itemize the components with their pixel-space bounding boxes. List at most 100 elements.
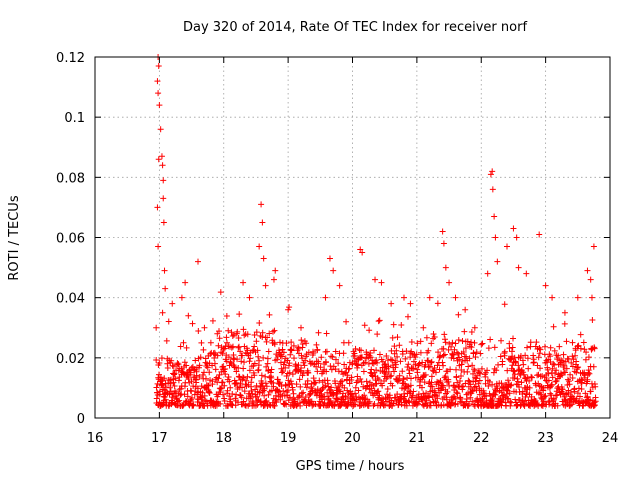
data-point [217, 400, 224, 407]
data-point [461, 328, 468, 335]
data-point [471, 324, 478, 331]
data-point [404, 374, 411, 381]
data-point [271, 327, 278, 334]
data-point [592, 398, 599, 405]
data-point [346, 365, 353, 372]
data-point [270, 339, 277, 346]
data-point [440, 240, 447, 247]
data-point [375, 318, 382, 325]
data-point [589, 317, 596, 324]
data-point [434, 395, 441, 402]
data-point [251, 360, 258, 367]
data-point [418, 384, 425, 391]
data-point [248, 387, 255, 394]
data-point [442, 264, 449, 271]
data-point [428, 379, 435, 386]
data-point [509, 344, 516, 351]
data-point [371, 400, 378, 407]
data-point [510, 225, 517, 232]
data-point [154, 78, 161, 85]
data-point [192, 388, 199, 395]
data-point [184, 393, 191, 400]
data-point [498, 389, 505, 396]
data-point [158, 376, 165, 383]
data-point [263, 383, 270, 390]
data-point [530, 352, 537, 359]
data-point [457, 378, 464, 385]
data-point [247, 355, 254, 362]
data-point [352, 390, 359, 397]
data-point [177, 385, 184, 392]
data-point [568, 359, 575, 366]
data-point [190, 383, 197, 390]
data-point [366, 352, 373, 359]
data-point [244, 331, 251, 338]
data-point [393, 347, 400, 354]
data-point [329, 353, 336, 360]
data-point [278, 369, 285, 376]
data-point [240, 326, 247, 333]
data-point [573, 358, 580, 365]
data-point [512, 396, 519, 403]
data-point [298, 352, 305, 359]
x-axis-label: GPS time / hours [296, 459, 405, 474]
data-point [335, 360, 342, 367]
y-tick-label: 0.02 [56, 352, 85, 367]
data-point [314, 346, 321, 353]
data-point [587, 388, 594, 395]
data-point [248, 379, 255, 386]
data-point [549, 381, 556, 388]
data-point [434, 362, 441, 369]
data-point [387, 356, 394, 363]
data-point [214, 352, 221, 359]
data-point [410, 365, 417, 372]
data-point [431, 365, 438, 372]
data-point [509, 362, 516, 369]
data-point [217, 289, 224, 296]
data-point [185, 312, 192, 319]
data-point [156, 360, 163, 367]
data-point [315, 329, 322, 336]
data-point [585, 354, 592, 361]
data-point [584, 393, 591, 400]
data-point [384, 391, 391, 398]
data-point [435, 349, 442, 356]
y-tick-label: 0.06 [56, 232, 85, 247]
data-point [264, 334, 271, 341]
data-point [226, 378, 233, 385]
data-point [582, 356, 589, 363]
data-point [303, 340, 310, 347]
data-point [404, 313, 411, 320]
data-point [487, 171, 494, 178]
data-point [219, 379, 226, 386]
data-point [364, 382, 371, 389]
data-point [427, 399, 434, 406]
data-point [484, 367, 491, 374]
data-point [288, 347, 295, 354]
data-point [234, 356, 241, 363]
data-point [428, 359, 435, 366]
data-point [440, 362, 447, 369]
data-point [241, 359, 248, 366]
data-point [399, 350, 406, 357]
data-point [343, 318, 350, 325]
data-point [461, 401, 468, 408]
data-point [256, 243, 263, 250]
data-point [578, 385, 585, 392]
data-point [550, 396, 557, 403]
data-point [283, 340, 290, 347]
data-point [561, 309, 568, 316]
data-point [516, 370, 523, 377]
data-point [221, 397, 228, 404]
data-point [289, 386, 296, 393]
x-tick-label: 24 [602, 431, 619, 446]
data-point [541, 393, 548, 400]
data-point [358, 379, 365, 386]
data-point [304, 377, 311, 384]
data-point [196, 362, 203, 369]
data-point [523, 270, 530, 277]
data-point [351, 352, 358, 359]
data-point [491, 213, 498, 220]
data-point [287, 378, 294, 385]
data-point [155, 63, 162, 70]
